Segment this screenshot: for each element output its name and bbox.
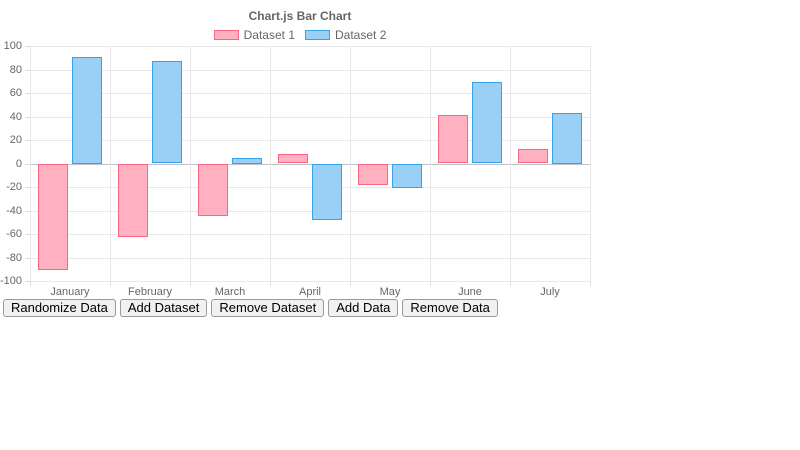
gridline	[430, 46, 431, 281]
x-axis-tick-label: May	[379, 286, 401, 298]
gridline	[30, 93, 590, 94]
y-axis-tick	[25, 211, 30, 212]
legend-label: Dataset 2	[335, 28, 387, 42]
gridline	[30, 46, 31, 281]
gridline	[30, 117, 590, 118]
gridline	[510, 46, 511, 281]
x-axis-tick	[270, 281, 271, 286]
bar-july-dataset-2[interactable]	[552, 113, 582, 164]
gridline	[30, 187, 590, 188]
toolbar: Randomize Data Add Dataset Remove Dataset A…	[3, 299, 498, 317]
x-axis-tick-label: June	[458, 286, 482, 298]
x-axis-tick	[430, 281, 431, 286]
bar-february-dataset-1[interactable]	[118, 164, 148, 237]
y-axis-tick-label: 100	[3, 40, 22, 52]
randomize-data-button[interactable]: Randomize Data	[3, 299, 116, 317]
gridline	[30, 70, 590, 71]
y-axis-tick	[25, 281, 30, 282]
add-dataset-button[interactable]: Add Dataset	[119, 299, 208, 317]
y-axis-tick-label: -20	[6, 181, 22, 193]
chart-legend: Dataset 1 Dataset 2	[0, 28, 600, 42]
x-axis-tick-label: January	[50, 286, 90, 298]
y-axis-tick-label: -80	[6, 252, 22, 264]
gridline	[190, 46, 191, 281]
add-data-button[interactable]: Add Data	[328, 299, 399, 317]
gridline	[110, 46, 111, 281]
chart-title: Chart.js Bar Chart	[248, 9, 352, 23]
bar-june-dataset-2[interactable]	[472, 82, 502, 163]
y-axis-tick	[25, 164, 30, 165]
y-axis-tick	[25, 70, 30, 71]
gridline	[270, 46, 271, 281]
x-axis-tick-label: February	[127, 286, 173, 298]
y-axis-tick-label: -100	[0, 275, 23, 287]
remove-dataset-button[interactable]: Remove Dataset	[211, 299, 325, 317]
bar-april-dataset-1[interactable]	[278, 154, 308, 163]
gridline	[590, 46, 591, 281]
bar-june-dataset-1[interactable]	[438, 115, 468, 163]
bar-chart[interactable]: Chart.js Bar Chart Dataset 1 Dataset 2 10…	[0, 0, 600, 298]
y-axis-tick-label: 40	[9, 111, 22, 123]
gridline	[350, 46, 351, 281]
y-axis-tick	[25, 234, 30, 235]
legend-item-dataset-2[interactable]: Dataset 2	[305, 28, 386, 42]
gridline	[30, 258, 590, 259]
y-axis-tick	[25, 117, 30, 118]
y-axis-tick	[25, 140, 30, 141]
legend-swatch	[305, 30, 330, 40]
x-axis-tick	[190, 281, 191, 286]
bar-march-dataset-1[interactable]	[198, 164, 228, 216]
remove-data-button[interactable]: Remove Data	[402, 299, 498, 317]
y-axis-tick-label: -60	[6, 228, 22, 240]
gridline	[30, 281, 590, 282]
gridline	[30, 46, 590, 47]
bar-january-dataset-1[interactable]	[38, 164, 68, 270]
bar-may-dataset-1[interactable]	[358, 164, 388, 185]
y-axis-tick	[25, 46, 30, 47]
x-axis-tick-label: April	[298, 286, 321, 298]
y-axis-tick	[25, 187, 30, 188]
y-axis-tick	[25, 93, 30, 94]
x-axis-tick-label: July	[540, 286, 560, 298]
x-axis-tick	[110, 281, 111, 286]
y-axis-tick-label: 0	[15, 158, 22, 170]
x-axis-tick	[30, 281, 31, 286]
bar-july-dataset-1[interactable]	[518, 149, 548, 163]
y-axis-tick-label: 60	[9, 87, 22, 99]
x-axis-tick-label: March	[214, 286, 246, 298]
x-axis-tick	[590, 281, 591, 286]
gridline	[30, 140, 590, 141]
bar-january-dataset-2[interactable]	[72, 57, 102, 164]
gridline	[30, 164, 590, 165]
bar-february-dataset-2[interactable]	[152, 61, 182, 163]
legend-label: Dataset 1	[243, 28, 295, 42]
y-axis-tick-label: 20	[9, 134, 22, 146]
x-axis-tick	[510, 281, 511, 286]
y-axis-tick-label: -40	[6, 205, 22, 217]
x-axis-tick	[350, 281, 351, 286]
bar-march-dataset-2[interactable]	[232, 158, 262, 164]
y-axis-tick-label: 80	[9, 64, 22, 76]
bar-may-dataset-2[interactable]	[392, 164, 422, 188]
gridline	[30, 211, 590, 212]
legend-swatch	[213, 30, 239, 40]
gridline	[30, 234, 590, 235]
bar-april-dataset-2[interactable]	[312, 164, 342, 220]
legend-item-dataset-1[interactable]: Dataset 1	[213, 28, 295, 42]
y-axis-tick	[25, 258, 30, 259]
